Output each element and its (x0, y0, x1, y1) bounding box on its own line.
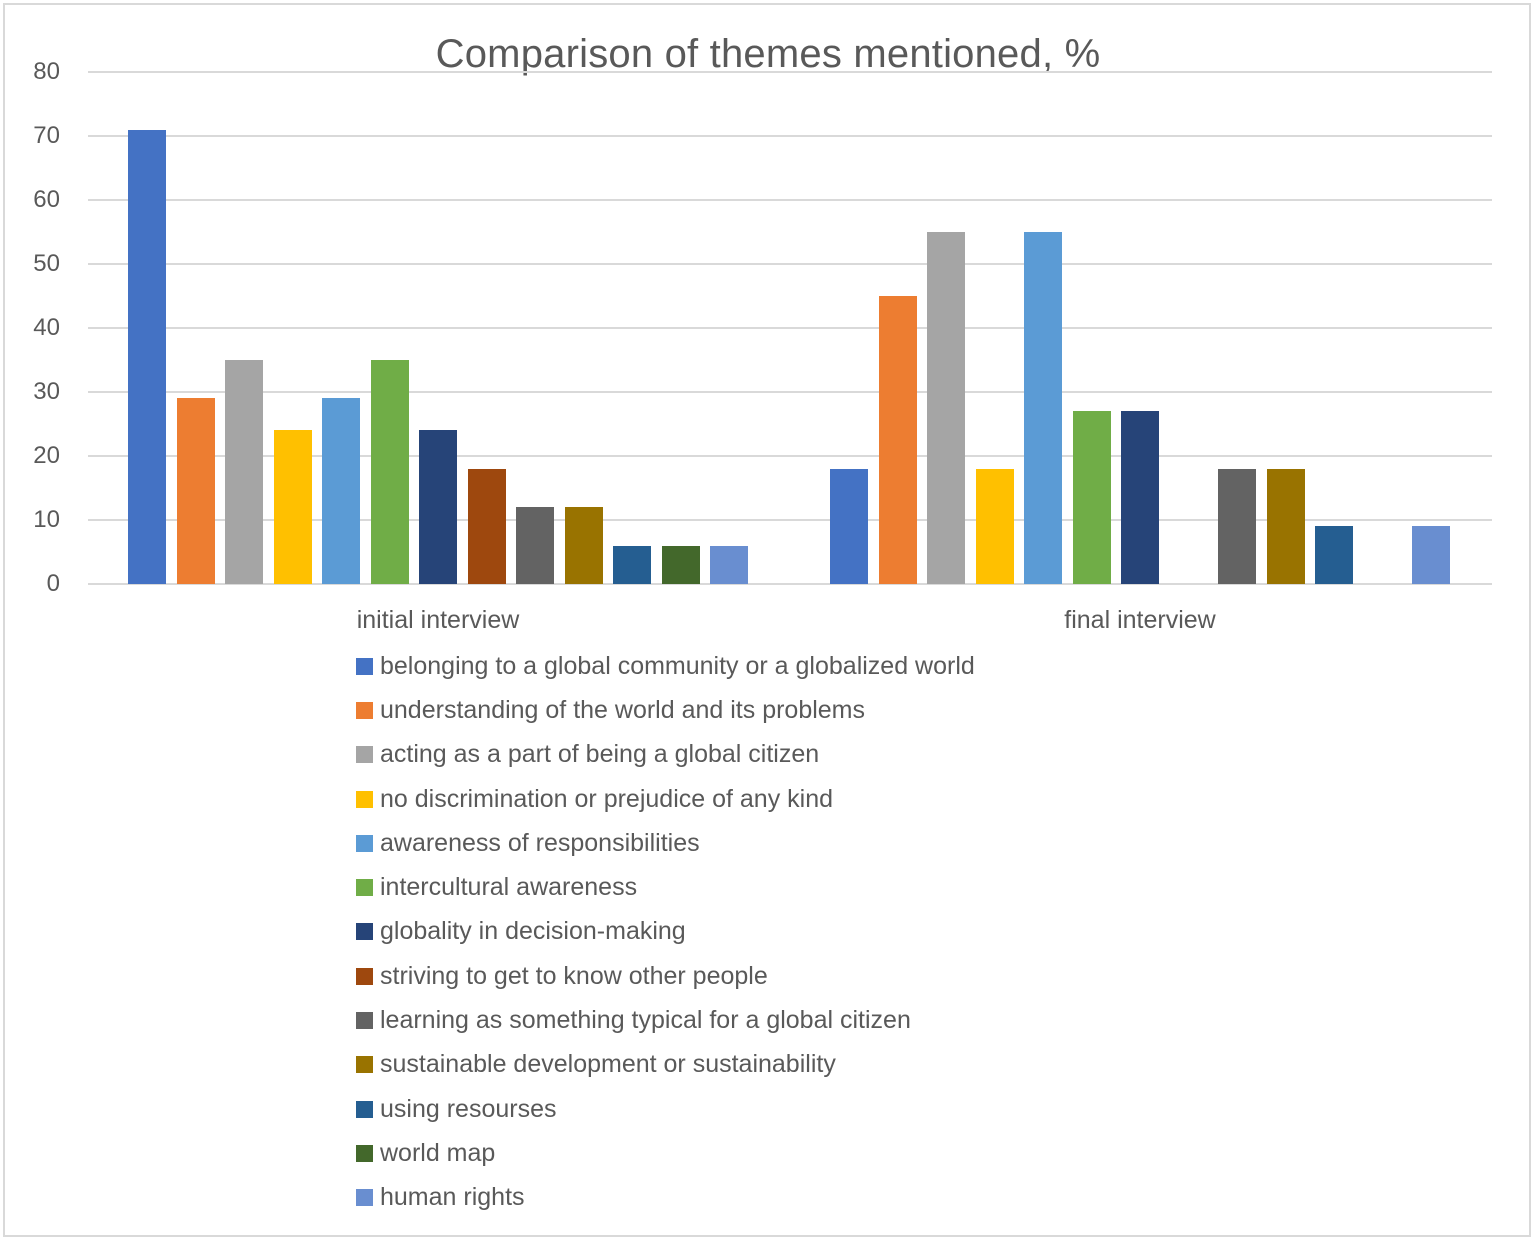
legend-label: globality in decision-making (380, 917, 686, 946)
legend-swatch-icon (356, 1012, 373, 1030)
gridline (88, 583, 1492, 585)
legend-swatch-icon (356, 701, 373, 719)
x-label-initial-interview: initial interview (356, 606, 520, 634)
bar (322, 398, 360, 584)
legend-label: striving to get to know other people (380, 961, 768, 990)
legend-label: human rights (380, 1183, 525, 1212)
legend-label: intercultural awareness (380, 873, 638, 902)
bar (273, 430, 312, 584)
gridline (88, 327, 1492, 329)
legend-label: belonging to a global community or a glo… (380, 651, 975, 680)
bar (1024, 232, 1062, 584)
bar (1266, 468, 1305, 584)
legend-item: sustainable development or sustainabilit… (356, 1043, 975, 1087)
bar (467, 468, 506, 584)
y-tick-label: 0 (46, 570, 60, 597)
chart-title: Comparison of themes mentioned, % (435, 32, 1101, 76)
legend-swatch-icon (356, 790, 373, 808)
legend-swatch-icon (356, 1144, 373, 1162)
y-tick-label: 50 (33, 250, 60, 277)
y-tick-label: 30 (33, 378, 60, 405)
legend-swatch-icon (356, 879, 373, 897)
legend: belonging to a global community or a glo… (356, 644, 975, 1220)
legend-item: no discrimination or prejudice of any ki… (356, 777, 975, 821)
bar (176, 398, 215, 584)
chart-frame (3, 3, 1531, 1237)
legend-label: learning as something typical for a glob… (380, 1006, 911, 1035)
bar (128, 129, 166, 584)
y-tick-label: 60 (33, 186, 60, 213)
legend-swatch-icon (356, 1100, 373, 1118)
legend-label: no discrimination or prejudice of any ki… (380, 784, 834, 813)
legend-item: belonging to a global community or a glo… (356, 644, 975, 688)
bar (1072, 411, 1111, 584)
legend-swatch-icon (356, 923, 373, 941)
bar (710, 545, 748, 584)
gridline (88, 71, 1492, 73)
legend-item: globality in decision-making (356, 910, 975, 954)
legend-item: using resourses (356, 1087, 975, 1131)
bar (613, 545, 651, 584)
legend-item: world map (356, 1131, 975, 1175)
bar (1218, 468, 1256, 584)
legend-item: learning as something typical for a glob… (356, 998, 975, 1042)
bar (878, 296, 917, 584)
bar (1315, 526, 1353, 584)
legend-swatch-icon (356, 657, 373, 675)
bar (830, 468, 868, 584)
legend-swatch-icon (356, 1189, 373, 1207)
gridline (88, 135, 1492, 137)
bar (564, 507, 603, 584)
legend-label: acting as a part of being a global citiz… (380, 740, 820, 769)
y-tick-label: 20 (33, 442, 60, 469)
legend-swatch-icon (356, 1056, 373, 1074)
bar (225, 360, 263, 584)
y-tick-label: 80 (33, 58, 60, 85)
legend-item: understanding of the world and its probl… (356, 688, 975, 732)
legend-label: awareness of responsibilities (380, 828, 700, 857)
bar (661, 545, 700, 584)
bar (975, 468, 1014, 584)
bar (927, 232, 965, 584)
gridline (88, 199, 1492, 201)
legend-item: striving to get to know other people (356, 954, 975, 998)
plot-area (88, 71, 1492, 585)
y-tick-label: 70 (33, 122, 60, 149)
legend-label: using resourses (380, 1094, 557, 1123)
legend-item: acting as a part of being a global citiz… (356, 733, 975, 777)
bar (419, 430, 457, 584)
legend-item: intercultural awareness (356, 865, 975, 909)
gridline (88, 455, 1492, 457)
legend-swatch-icon (356, 834, 373, 852)
legend-swatch-icon (356, 967, 373, 985)
x-label-final-interview: final interview (1064, 606, 1216, 634)
legend-label: sustainable development or sustainabilit… (380, 1050, 836, 1079)
legend-label: understanding of the world and its probl… (380, 695, 866, 724)
y-tick-label: 10 (33, 506, 60, 533)
legend-label: world map (380, 1138, 496, 1167)
legend-item: human rights (356, 1176, 975, 1220)
y-tick-label: 40 (33, 314, 60, 341)
bar (1412, 526, 1450, 584)
gridline (88, 263, 1492, 265)
gridline (88, 391, 1492, 393)
gridline (88, 519, 1492, 521)
bar (1121, 411, 1159, 584)
bar (516, 507, 554, 584)
bar (370, 360, 409, 584)
legend-swatch-icon (356, 746, 373, 764)
legend-item: awareness of responsibilities (356, 821, 975, 865)
